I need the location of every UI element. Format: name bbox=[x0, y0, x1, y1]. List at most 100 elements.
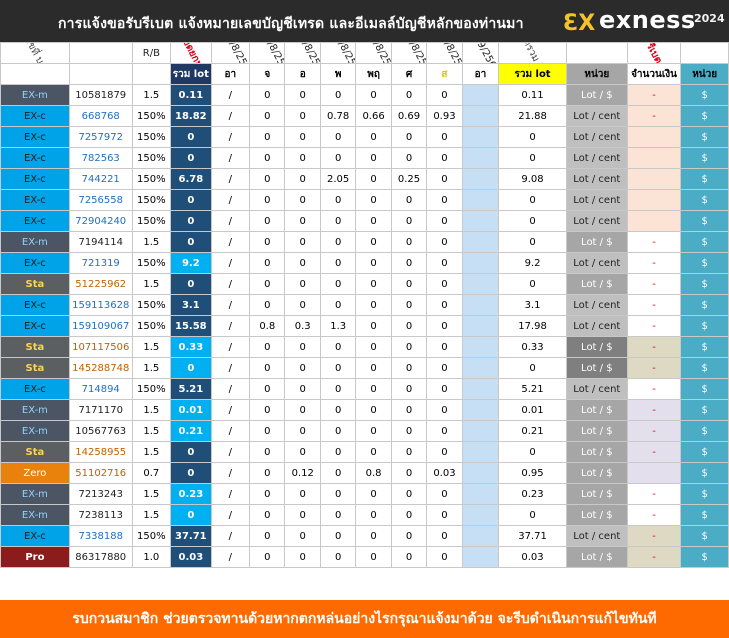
unit-label: Lot / $ bbox=[565, 462, 628, 484]
unit-label: Lot / cent bbox=[565, 294, 628, 316]
account-type-badge: EX-c bbox=[0, 294, 70, 316]
day-value: 0 bbox=[249, 252, 286, 274]
day-value: 0 bbox=[249, 231, 286, 253]
account-number: 7171170 bbox=[68, 399, 133, 421]
account-type-badge: EX-m bbox=[0, 483, 70, 505]
day-value-empty bbox=[461, 336, 500, 358]
day-value: 0.03 bbox=[426, 462, 463, 484]
rebate-amount: - bbox=[626, 399, 682, 421]
table-row: EX-c 744221 150% 6.78/0 0 2.05 0 0.25 0 9.08 Lot /… bbox=[0, 168, 729, 190]
currency-unit: $ bbox=[680, 189, 729, 211]
day-value-empty bbox=[461, 294, 500, 316]
col-date-0: 25/8/2567 bbox=[220, 44, 248, 63]
table-row: EX-c 668768 150% 18.82/0 0 0.78 0.66 0.69 0.93 21… bbox=[0, 105, 729, 127]
day-value-empty bbox=[461, 378, 500, 400]
day-value: 0 bbox=[426, 357, 463, 379]
account-number: 159113628 bbox=[68, 294, 133, 316]
day-value: 0 bbox=[355, 252, 392, 274]
day-value: / bbox=[210, 105, 251, 127]
brand-name: exness bbox=[599, 6, 696, 34]
day-value: 0.69 bbox=[390, 105, 428, 127]
account-type-badge: EX-c bbox=[0, 525, 70, 547]
account-type-badge: Sta bbox=[0, 357, 70, 379]
currency-unit: $ bbox=[680, 126, 729, 148]
rebate-amount: - bbox=[626, 252, 682, 274]
table-row: EX-m 7238113 1.5 0/0 0 0 0 0 0 0 Lot / $ - $ bbox=[0, 504, 729, 526]
day-value: 0 bbox=[390, 273, 428, 295]
day-value: 0 bbox=[249, 462, 286, 484]
day-value: 0.12 bbox=[284, 462, 321, 484]
day-value: 0 bbox=[355, 189, 392, 211]
day-value: 0 bbox=[284, 483, 321, 505]
rebate-table: เลขที่ บ/ช R/B ยอดยกมา 25/8/2567 26/8/25… bbox=[0, 42, 729, 568]
total-lot: 0.21 bbox=[498, 420, 567, 442]
day-value: 0 bbox=[284, 546, 321, 568]
day-value: 0.25 bbox=[390, 168, 428, 190]
day-value: 0 bbox=[249, 420, 286, 442]
currency-unit: $ bbox=[680, 483, 729, 505]
rebate-amount: - bbox=[626, 84, 682, 106]
day-value: / bbox=[210, 357, 251, 379]
day-value: 0 bbox=[249, 441, 286, 463]
day-value: 0.78 bbox=[319, 105, 357, 127]
rebate-rate: 1.5 bbox=[131, 504, 172, 526]
carried-total: 15.58 bbox=[170, 315, 212, 337]
rebate-rate: 1.0 bbox=[131, 546, 172, 568]
rebate-rate: 150% bbox=[131, 189, 172, 211]
unit-label: Lot / cent bbox=[565, 525, 628, 547]
day-value: 0 bbox=[249, 189, 286, 211]
rebate-amount bbox=[626, 462, 682, 484]
day-value: 0 bbox=[284, 378, 321, 400]
day-value: / bbox=[210, 525, 251, 547]
rebate-rate: 1.5 bbox=[131, 336, 172, 358]
day-value-empty bbox=[461, 483, 500, 505]
page-title: การแจ้งขอรับรีเบต แจ้งหมายเลขบัญชีเทรด แ… bbox=[58, 16, 524, 32]
table-row: Sta 107117506 1.5 0.33/0 0 0 0 0 0 0.33 Lot / $ - $ bbox=[0, 336, 729, 358]
day-value: 0 bbox=[426, 147, 463, 169]
unit-label: Lot / cent bbox=[565, 126, 628, 148]
account-type-badge: EX-c bbox=[0, 189, 70, 211]
account-type-badge: Sta bbox=[0, 441, 70, 463]
rebate-rate: 150% bbox=[131, 315, 172, 337]
account-number: 72904240 bbox=[68, 210, 133, 232]
rebate-rate: 1.5 bbox=[131, 84, 172, 106]
table-row: EX-c 72904240 150% 0/0 0 0 0 0 0 0 Lot / cent $ bbox=[0, 210, 729, 232]
col-account-label: เลขที่ บ/ช bbox=[18, 44, 51, 63]
carried-total: 0 bbox=[170, 147, 212, 169]
day-value: 0 bbox=[284, 126, 321, 148]
day-value: 0 bbox=[319, 399, 357, 421]
day-value-empty bbox=[461, 441, 500, 463]
day-value: 0 bbox=[390, 147, 428, 169]
day-value: / bbox=[210, 126, 251, 148]
total-lot: 17.98 bbox=[498, 315, 567, 337]
day-value-empty bbox=[461, 504, 500, 526]
carried-total: 0 bbox=[170, 231, 212, 253]
carried-total: 0 bbox=[170, 273, 212, 295]
day-value-empty bbox=[461, 525, 500, 547]
unit-label: Lot / cent bbox=[565, 168, 628, 190]
table-row: Sta 145288748 1.5 0/0 0 0 0 0 0 0 Lot / $ - $ bbox=[0, 357, 729, 379]
day-value: 0.66 bbox=[355, 105, 392, 127]
carried-total: 0 bbox=[170, 462, 212, 484]
carried-total: 0.23 bbox=[170, 483, 212, 505]
day-value: 0 bbox=[390, 441, 428, 463]
carried-total: 0 bbox=[170, 210, 212, 232]
rebate-amount bbox=[626, 168, 682, 190]
sub-unit: หน่วย bbox=[565, 63, 628, 85]
total-lot: 0 bbox=[498, 126, 567, 148]
total-lot: 0 bbox=[498, 147, 567, 169]
account-number: 782563 bbox=[68, 147, 133, 169]
carried-total: 0 bbox=[170, 126, 212, 148]
day-value: 0 bbox=[390, 315, 428, 337]
day-value: 0 bbox=[355, 483, 392, 505]
account-type-badge: EX-m bbox=[0, 231, 70, 253]
rebate-rate: 150% bbox=[131, 378, 172, 400]
day-value-empty bbox=[461, 399, 500, 421]
rebate-amount: - bbox=[626, 357, 682, 379]
account-type-badge: EX-c bbox=[0, 147, 70, 169]
currency-unit: $ bbox=[680, 462, 729, 484]
day-value: 0 bbox=[249, 378, 286, 400]
day-value: 0.3 bbox=[284, 315, 321, 337]
day-value: 0.8 bbox=[355, 462, 392, 484]
unit-label: Lot / cent bbox=[565, 210, 628, 232]
